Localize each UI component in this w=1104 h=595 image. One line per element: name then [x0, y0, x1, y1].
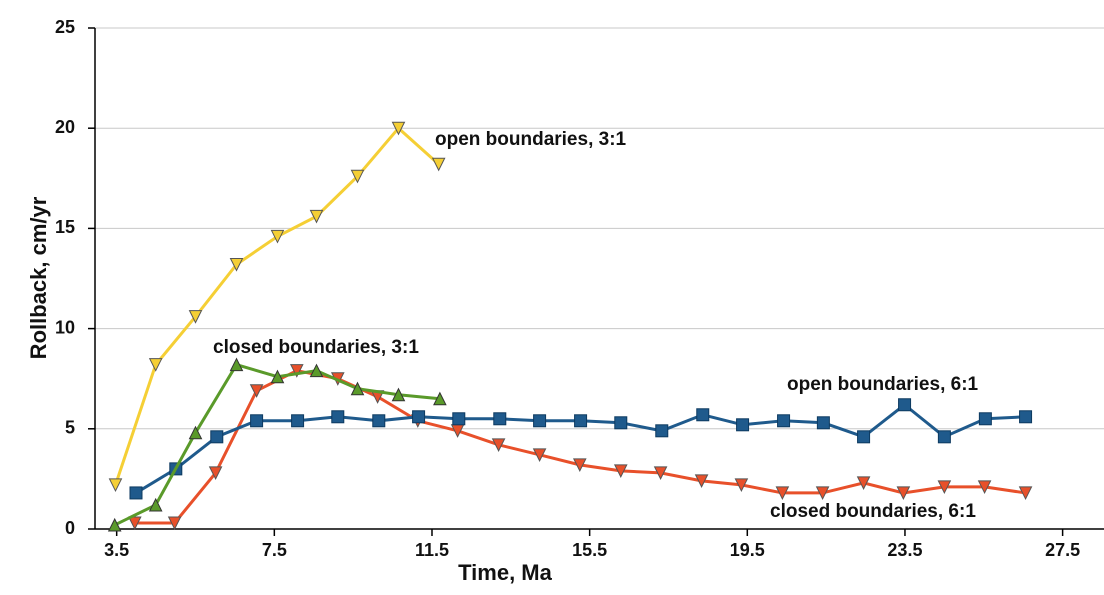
marker [291, 414, 305, 428]
marker [331, 410, 345, 424]
marker [372, 414, 386, 428]
x-tick-label: 3.5 [104, 540, 129, 560]
marker [289, 364, 304, 378]
marker [210, 430, 224, 444]
y-tick-label: 0 [65, 518, 75, 538]
marker [857, 430, 871, 444]
marker [250, 414, 264, 428]
marker [736, 418, 750, 432]
series-line [114, 362, 441, 527]
marker [270, 369, 285, 384]
marker [148, 497, 163, 512]
marker [452, 412, 466, 426]
marker [433, 391, 447, 406]
x-tick-label: 7.5 [262, 540, 287, 560]
marker [977, 480, 992, 495]
marker [493, 412, 507, 426]
marker [694, 474, 709, 489]
x-tick-label: 19.5 [730, 540, 765, 560]
marker [614, 416, 628, 430]
marker [431, 157, 446, 172]
marker [613, 464, 628, 479]
marker [937, 480, 952, 495]
marker [1018, 486, 1033, 501]
marker [249, 384, 264, 398]
y-tick-label: 10 [55, 317, 75, 337]
marker [574, 414, 588, 428]
marker [1019, 410, 1033, 424]
x-tick-label: 15.5 [572, 540, 607, 560]
marker [533, 414, 547, 428]
marker [350, 169, 365, 184]
marker [129, 486, 143, 500]
marker [816, 416, 830, 430]
marker [532, 448, 547, 462]
series-line [114, 126, 440, 486]
y-tick-label: 25 [55, 17, 75, 37]
marker [491, 438, 506, 452]
y-tick-label: 20 [55, 117, 75, 137]
marker [937, 430, 951, 444]
marker [856, 476, 871, 491]
marker [148, 358, 163, 372]
marker [775, 486, 790, 501]
marker [572, 458, 587, 472]
marker [896, 486, 911, 501]
series-label: closed boundaries, 3:1 [213, 337, 419, 358]
marker [815, 486, 830, 501]
y-tick-label: 15 [55, 217, 75, 237]
x-axis-label: Time, Ma [458, 560, 553, 585]
marker [188, 310, 203, 324]
marker [898, 398, 912, 412]
marker [229, 357, 244, 372]
y-axis-label: Rollback, cm/yr [26, 196, 51, 359]
marker [978, 412, 992, 426]
marker [270, 229, 285, 244]
series-label: open boundaries, 3:1 [435, 129, 627, 150]
marker [108, 478, 123, 493]
series-label: closed boundaries, 6:1 [770, 501, 976, 522]
marker [777, 414, 791, 428]
x-tick-label: 23.5 [887, 540, 922, 560]
marker [127, 516, 142, 531]
x-tick-label: 27.5 [1045, 540, 1080, 560]
marker [309, 363, 324, 378]
series-label: open boundaries, 6:1 [787, 374, 979, 395]
marker [391, 121, 406, 136]
x-tick-label: 11.5 [415, 540, 449, 560]
marker [350, 381, 365, 396]
marker [653, 466, 668, 481]
marker [412, 410, 426, 424]
marker [107, 517, 122, 532]
marker [391, 387, 406, 402]
marker [734, 478, 749, 493]
y-tick-label: 5 [65, 418, 75, 438]
marker [188, 425, 203, 440]
marker [655, 424, 669, 438]
marker [208, 466, 223, 481]
marker [167, 516, 182, 531]
marker [309, 209, 324, 224]
marker [696, 408, 710, 422]
marker [229, 257, 244, 272]
